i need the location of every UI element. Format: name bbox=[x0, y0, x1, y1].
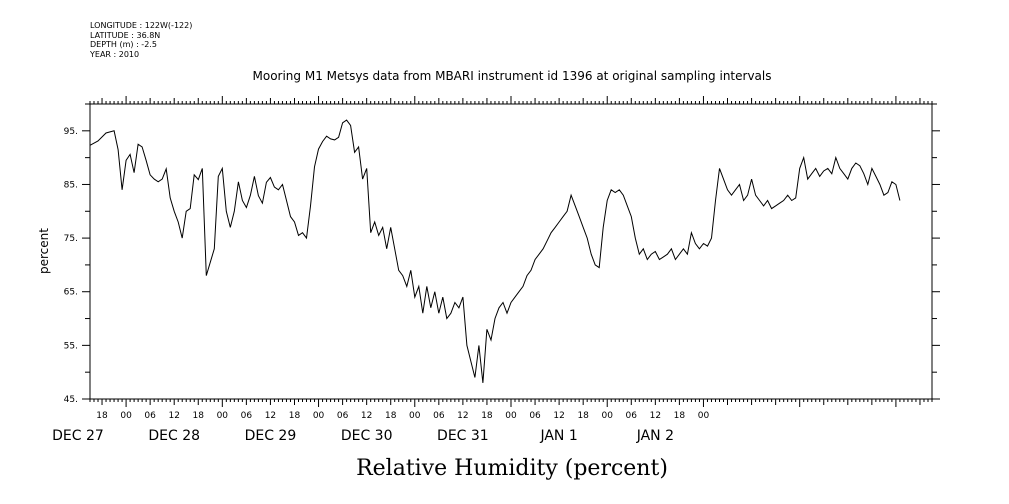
y-tick-label: 65. bbox=[64, 288, 78, 298]
x-hour-tick-label: 18 bbox=[577, 411, 589, 421]
meta-latitude: LATITUDE : 36.8N bbox=[90, 30, 161, 40]
y-tick-label: 95. bbox=[64, 127, 78, 137]
x-hour-tick-label: 00 bbox=[602, 411, 614, 421]
humidity-series-line bbox=[89, 119, 901, 383]
y-tick-label: 55. bbox=[64, 341, 78, 351]
x-hour-tick-label: 12 bbox=[361, 411, 372, 421]
y-axis-label: percent bbox=[37, 228, 51, 274]
y-tick-label: 85. bbox=[64, 180, 78, 190]
x-day-label: JAN 2 bbox=[636, 428, 674, 444]
y-tick-label: 75. bbox=[64, 234, 78, 244]
x-day-label: JAN 1 bbox=[539, 428, 577, 444]
x-hour-tick-label: 06 bbox=[433, 411, 445, 421]
x-hour-tick-label: 18 bbox=[674, 411, 686, 421]
x-day-label: DEC 31 bbox=[437, 428, 489, 444]
x-day-label: DEC 27 bbox=[52, 428, 104, 444]
x-hour-tick-label: 00 bbox=[217, 411, 229, 421]
metadata-block: LONGITUDE : 122W(-122) LATITUDE : 36.8N … bbox=[90, 21, 192, 59]
y-tick-label: 45. bbox=[64, 395, 78, 405]
x-hour-tick-label: 12 bbox=[650, 411, 661, 421]
axis-tick-labels: 18 00 06 12 18 00 06 12 18 00 06 12 18 00 06 12 18 00 06 12… bbox=[52, 127, 709, 444]
x-hour-tick-label: 12 bbox=[168, 411, 179, 421]
x-hour-tick-label: 00 bbox=[313, 411, 325, 421]
x-day-label: DEC 30 bbox=[341, 428, 393, 444]
plot-frame bbox=[89, 103, 933, 400]
x-hour-tick-label: 12 bbox=[457, 411, 468, 421]
chart-title: Mooring M1 Metsys data from MBARI instru… bbox=[253, 69, 772, 83]
x-hour-tick-label: 06 bbox=[144, 411, 156, 421]
x-hour-tick-label: 18 bbox=[193, 411, 205, 421]
x-hour-tick-label: 18 bbox=[385, 411, 397, 421]
x-hour-tick-label: 00 bbox=[698, 411, 710, 421]
x-axis-label: Relative Humidity (percent) bbox=[356, 456, 668, 481]
x-hour-tick-label: 12 bbox=[553, 411, 564, 421]
x-hour-tick-label: 00 bbox=[120, 411, 132, 421]
x-hour-tick-label: 00 bbox=[505, 411, 517, 421]
meta-longitude: LONGITUDE : 122W(-122) bbox=[90, 21, 193, 30]
x-hour-tick-label: 06 bbox=[241, 411, 253, 421]
meta-depth: DEPTH (m) : -2.5 bbox=[90, 40, 157, 49]
x-hour-tick-label: 18 bbox=[481, 411, 493, 421]
x-hour-tick-label: 12 bbox=[265, 411, 276, 421]
axis-ticks bbox=[82, 96, 940, 407]
x-hour-tick-label: 06 bbox=[626, 411, 638, 421]
x-hour-tick-label: 18 bbox=[96, 411, 108, 421]
x-hour-tick-label: 18 bbox=[289, 411, 301, 421]
x-hour-tick-label: 06 bbox=[529, 411, 541, 421]
x-hour-tick-label: 00 bbox=[409, 411, 421, 421]
x-day-label: DEC 28 bbox=[148, 428, 200, 444]
x-day-label: DEC 29 bbox=[245, 428, 297, 444]
x-hour-tick-label: 06 bbox=[337, 411, 349, 421]
meta-year: YEAR : 2010 bbox=[90, 49, 140, 59]
